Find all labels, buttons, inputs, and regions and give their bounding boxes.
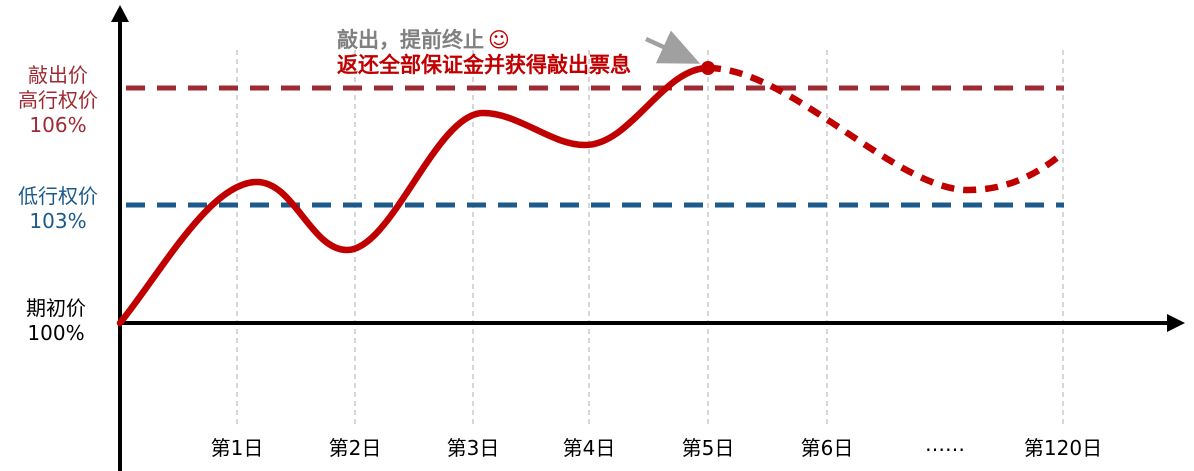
smiley-face-icon: ☺ [488,28,510,52]
price-path-solid [116,64,712,327]
x-tick-day2: 第2日 [328,436,382,460]
x-axis-arrowhead-icon [1167,314,1185,332]
label-knockout-price: 敲出价 高行权价 106% [2,63,114,138]
x-tick-day3: 第3日 [446,436,500,460]
x-tick-day1: 第1日 [210,436,264,460]
knockout-annotation-text1: 敲出，提前终止 [337,28,484,52]
label-knockout-line3: 106% [29,113,87,137]
label-lower-strike-line2: 103% [29,209,87,233]
knockout-annotation-line1: 敲出，提前终止 ☺ [337,28,631,53]
y-axis-arrowhead-icon [111,5,129,22]
label-lower-strike-line1: 低行权价 [18,184,98,208]
label-knockout-line1: 敲出价 [28,63,88,87]
knockout-dot-marker [701,61,715,75]
label-initial-price: 期初价 100% [0,296,112,346]
x-tick-day4: 第4日 [562,436,616,460]
x-tick-day6: 第6日 [800,436,854,460]
x-tick-day5: 第5日 [681,436,735,460]
label-lower-strike: 低行权价 103% [2,184,114,234]
x-tick-day120: 第120日 [1023,436,1103,460]
knockout-annotation-line2: 返还全部保证金并获得敲出票息 [337,53,631,77]
price-path-dashed [707,64,1061,194]
label-initial-price-line1: 期初价 [26,296,86,320]
knockout-annotation: 敲出，提前终止 ☺ 返还全部保证金并获得敲出票息 [337,28,631,78]
label-initial-price-line2: 100% [27,321,85,345]
x-tick-ellipsis: …… [925,432,965,456]
label-knockout-line2: 高行权价 [18,88,98,112]
callout-arrow-icon [645,30,701,64]
